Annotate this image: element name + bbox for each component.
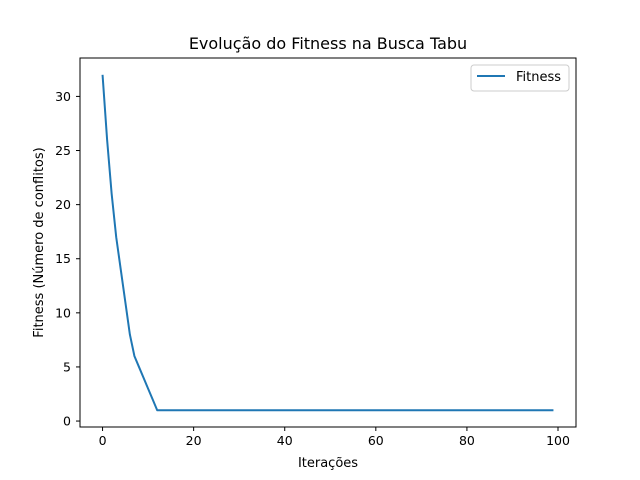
y-tick-label-5: 5 [63,359,71,374]
chart-title: Evolução do Fitness na Busca Tabu [189,34,467,53]
y-tick-label-0: 0 [63,414,71,429]
x-tick-label-80: 80 [459,433,475,448]
y-tick-label-10: 10 [55,305,71,320]
series-line-fitness [101,74,554,412]
x-axis-label: Iterações [298,456,358,471]
x-tick-label-0: 0 [99,433,107,448]
x-tick-label-60: 60 [368,433,384,448]
y-axis-ticks: 0 5 10 15 20 25 30 [55,89,80,429]
y-tick-label-30: 30 [55,89,71,104]
legend-box [470,64,570,92]
y-axis-label: Fitness (Número de conflitos) [32,147,47,337]
x-tick-label-40: 40 [277,433,293,448]
legend-label-fitness: Fitness [516,70,561,85]
x-tick-label-20: 20 [186,433,202,448]
y-tick-label-20: 20 [55,197,71,212]
y-tick-label-25: 25 [55,143,71,158]
legend: Fitness [470,64,570,92]
axes-frame [79,57,577,428]
x-axis-ticks: 0 20 40 60 80 100 [99,427,570,448]
series-layer [101,74,554,412]
x-tick-label-100: 100 [546,433,570,448]
plot-area: 0 20 40 60 80 100 0 5 10 15 20 25 30 [55,57,577,448]
y-tick-label-15: 15 [55,251,71,266]
